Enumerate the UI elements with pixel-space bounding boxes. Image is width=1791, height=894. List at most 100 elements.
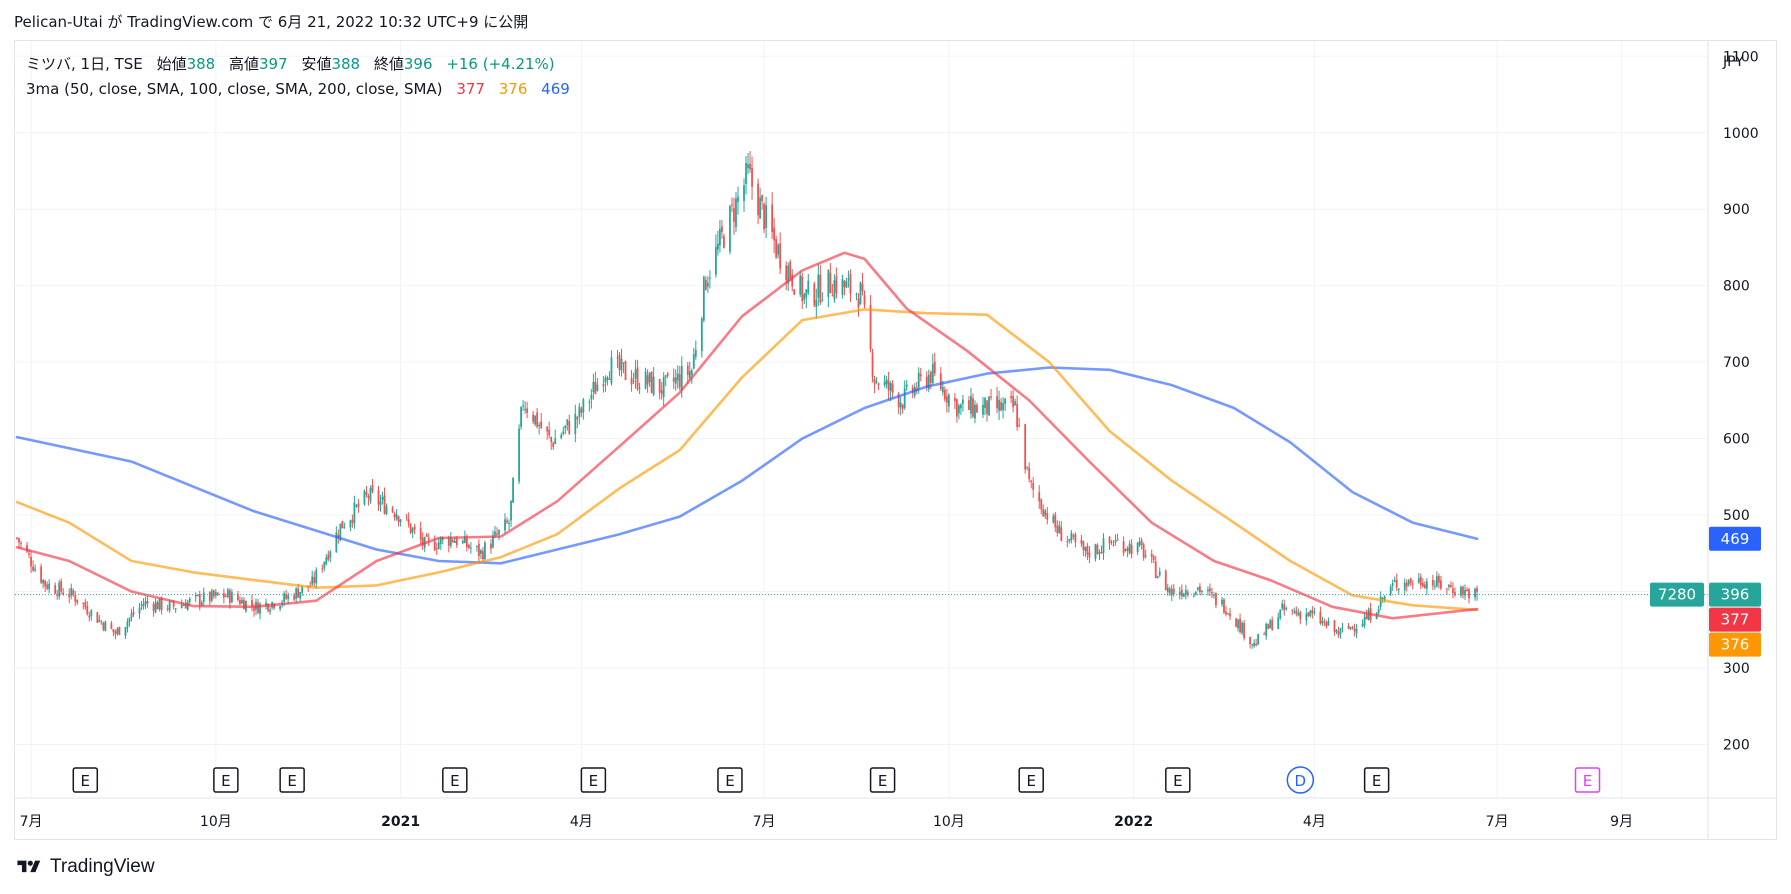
legend-ohlc[interactable]: ミツバ, 1日, TSE 始値388 高値397 安値388 終値396 +16… <box>26 53 555 74</box>
tradingview-icon <box>17 860 41 873</box>
candle-body <box>285 594 288 599</box>
candle-body <box>933 361 936 374</box>
candle-body <box>124 626 127 636</box>
candle-body <box>1239 619 1241 633</box>
candle-body <box>1213 594 1215 596</box>
low-label: 安値 <box>301 55 332 73</box>
candle-body <box>588 401 591 403</box>
candle-body <box>144 601 147 605</box>
x-tick-label: 2022 <box>1114 814 1153 830</box>
candle-body <box>1307 612 1310 616</box>
candle-body <box>634 369 637 379</box>
candle-body <box>506 520 508 523</box>
candle-body <box>409 523 412 534</box>
candle-body <box>564 425 567 429</box>
candle-body <box>917 372 920 388</box>
candle-body <box>1170 588 1173 596</box>
ma100-line <box>15 308 1479 612</box>
candle-body <box>34 568 36 571</box>
candle-body <box>1186 592 1189 595</box>
candle-body <box>1476 588 1478 592</box>
chart-frame[interactable] <box>14 40 1777 840</box>
candle-body <box>44 580 47 587</box>
price-labels: 469 396 377 376 7280 <box>1650 526 1761 657</box>
y-tick-label: 500 <box>1723 508 1750 524</box>
candle-body <box>939 373 942 390</box>
candle-body <box>463 536 466 543</box>
candle-body <box>883 381 886 386</box>
candle-body <box>1319 611 1322 624</box>
candle-body <box>1114 540 1117 543</box>
candle-body <box>540 421 543 428</box>
dividend-marker <box>1286 766 1315 794</box>
candle-body <box>522 405 525 407</box>
candle-body <box>1000 402 1002 411</box>
candle-body <box>1323 621 1326 623</box>
candle-body <box>156 602 159 610</box>
candle-body <box>1152 556 1155 560</box>
candle-body <box>970 395 972 414</box>
candle-body <box>526 408 529 413</box>
candle-body <box>297 588 300 598</box>
candle-body <box>680 366 683 390</box>
candle-body <box>353 502 356 524</box>
candle-body <box>494 531 496 536</box>
candle-body <box>1437 575 1440 583</box>
candle-body <box>737 196 739 202</box>
candle-body <box>871 352 874 377</box>
candle-body <box>574 413 577 434</box>
candle-body <box>1207 589 1209 592</box>
legend-symbol: ミツバ, 1日, TSE <box>26 55 143 73</box>
candle-body <box>817 274 820 298</box>
high-value: 397 <box>259 55 288 73</box>
earnings-marker-label: E <box>1173 772 1182 790</box>
candle-body <box>287 595 290 599</box>
candle-body <box>929 371 932 383</box>
candle-body <box>1094 544 1097 559</box>
candle-body <box>369 488 372 502</box>
candle-body <box>182 604 185 606</box>
candle-body <box>719 228 721 246</box>
candle-body <box>1196 587 1199 590</box>
candle-body <box>1016 403 1019 428</box>
candle-body <box>1072 535 1075 537</box>
candle-body <box>875 381 878 383</box>
candle-body <box>833 280 836 300</box>
legend-moving-averages[interactable]: 3ma (50, close, SMA, 100, close, SMA, 20… <box>26 80 570 98</box>
candle-body <box>650 371 653 393</box>
candle-body <box>1068 538 1071 541</box>
candle-body <box>1450 585 1452 588</box>
y-tick-label: 900 <box>1723 202 1750 218</box>
earnings-marker <box>580 767 607 793</box>
candle-body <box>787 265 790 284</box>
candle-body <box>1126 547 1129 551</box>
candle-body <box>72 590 75 595</box>
candle-body <box>1253 642 1256 646</box>
earnings-marker-label: E <box>221 772 230 790</box>
candle-body <box>321 568 324 570</box>
candle-body <box>805 289 808 298</box>
tradingview-logo[interactable]: TradingView <box>14 856 155 878</box>
candle-body <box>1464 589 1466 596</box>
candle-body <box>592 381 595 392</box>
candle-body <box>1361 623 1364 627</box>
candle-body <box>903 388 906 408</box>
candle-body <box>84 602 87 608</box>
candle-body <box>821 300 824 302</box>
candle-body <box>46 584 49 589</box>
candle-body <box>1237 619 1239 629</box>
candle-body <box>269 609 271 612</box>
candle-body <box>674 377 677 384</box>
earnings-marker-label: E <box>1026 772 1035 790</box>
candle-body <box>357 503 360 507</box>
candle-body <box>202 592 205 602</box>
candle-body <box>447 538 450 546</box>
candle-body <box>226 589 229 598</box>
candle-body <box>841 278 844 295</box>
candle-body <box>76 599 79 603</box>
candle-body <box>343 527 346 529</box>
candle-body <box>1164 570 1167 591</box>
y-tick-label: 700 <box>1723 355 1750 371</box>
candle-body <box>1180 589 1183 597</box>
